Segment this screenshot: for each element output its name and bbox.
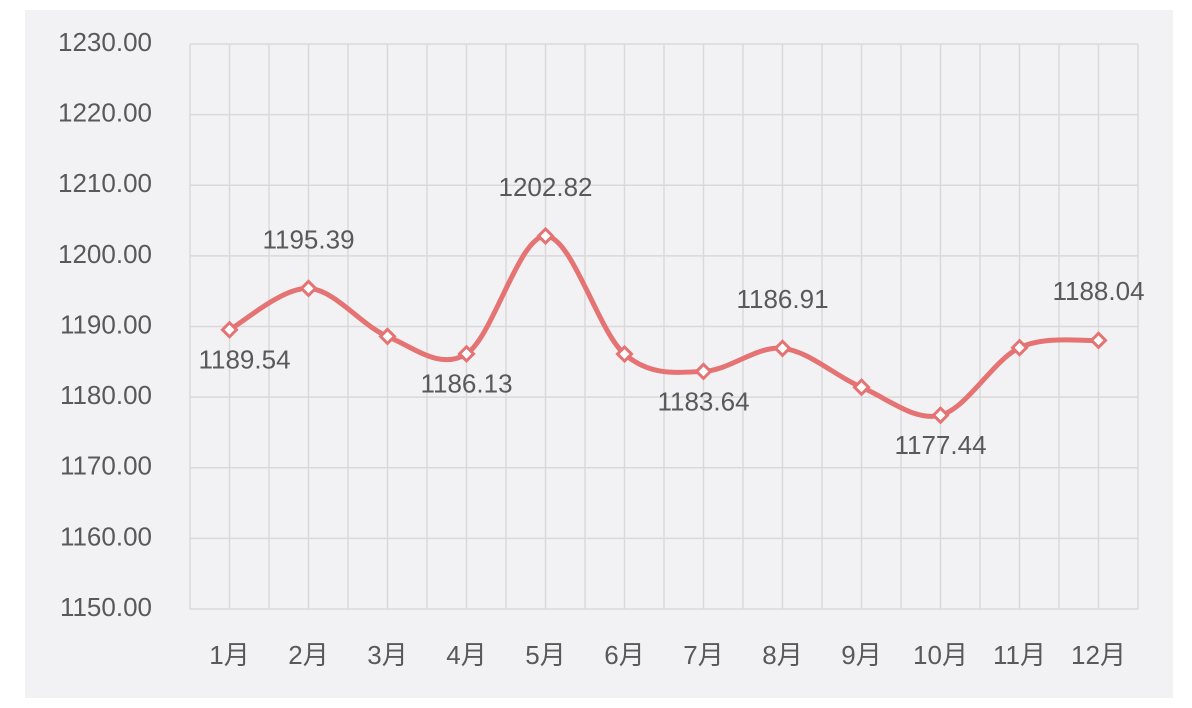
marker bbox=[1010, 338, 1029, 357]
chart-background bbox=[25, 10, 1173, 698]
x-tick-label: 1月 bbox=[209, 640, 249, 670]
x-tick-label: 7月 bbox=[683, 640, 723, 670]
data-label: 1183.64 bbox=[657, 386, 749, 416]
data-label: 1202.82 bbox=[499, 172, 593, 202]
marker bbox=[931, 406, 950, 425]
y-tick-label: 1160.00 bbox=[60, 521, 152, 551]
y-tick-label: 1230.00 bbox=[58, 27, 152, 57]
data-label: 1189.54 bbox=[198, 345, 290, 375]
data-label: 1186.13 bbox=[420, 369, 512, 399]
y-tick-label: 1170.00 bbox=[60, 451, 152, 481]
data-label: 1177.44 bbox=[894, 430, 986, 460]
marker bbox=[536, 226, 555, 246]
marker bbox=[615, 344, 634, 364]
marker bbox=[299, 279, 318, 298]
x-tick-label: 10月 bbox=[913, 640, 968, 670]
marker bbox=[773, 339, 792, 358]
x-tick-label: 8月 bbox=[762, 640, 802, 670]
data-label: 1186.91 bbox=[736, 284, 828, 314]
x-tick-label: 11月 bbox=[993, 640, 1046, 670]
x-tick-label: 3月 bbox=[367, 640, 407, 670]
y-tick-label: 1190.00 bbox=[60, 309, 152, 339]
y-tick-label: 1200.00 bbox=[58, 239, 152, 269]
x-tick-label: 9月 bbox=[841, 640, 881, 670]
y-tick-label: 1220.00 bbox=[58, 98, 152, 128]
x-tick-label: 2月 bbox=[288, 640, 328, 670]
data-label: 1188.04 bbox=[1052, 276, 1144, 306]
marker bbox=[457, 344, 476, 363]
marker bbox=[852, 378, 871, 397]
marker bbox=[1089, 331, 1108, 350]
x-tick-label: 6月 bbox=[604, 640, 644, 670]
y-tick-label: 1180.00 bbox=[60, 380, 152, 410]
marker bbox=[220, 320, 239, 339]
marker bbox=[378, 327, 397, 346]
x-tick-label: 4月 bbox=[446, 640, 486, 670]
data-label: 1195.39 bbox=[262, 224, 354, 254]
x-tick-label: 5月 bbox=[525, 640, 565, 670]
x-tick-label: 12月 bbox=[1071, 640, 1126, 670]
y-tick-label: 1150.00 bbox=[60, 592, 152, 622]
marker bbox=[694, 362, 713, 381]
y-tick-label: 1210.00 bbox=[58, 168, 152, 198]
